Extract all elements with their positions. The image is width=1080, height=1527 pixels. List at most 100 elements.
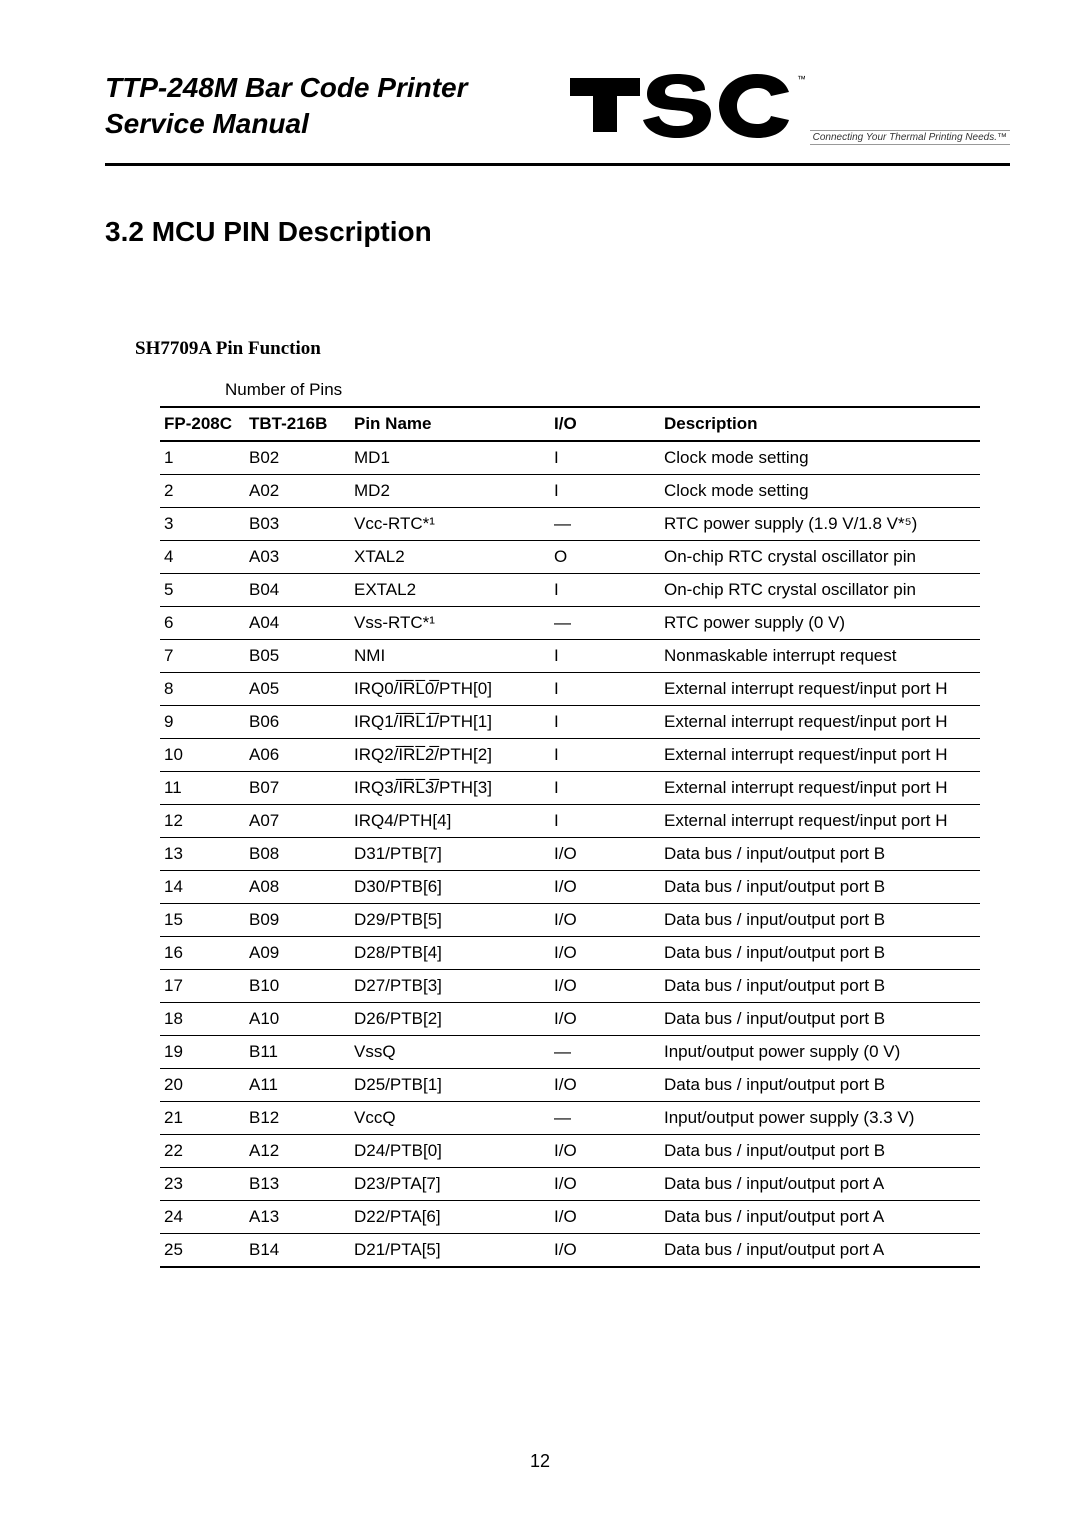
pin-table-wrap: Number of Pins FP-208C TBT-216B Pin Name… bbox=[160, 380, 980, 1268]
cell-fp: 11 bbox=[160, 772, 245, 805]
cell-io: I bbox=[550, 441, 660, 475]
cell-desc: Data bus / input/output port B bbox=[660, 838, 980, 871]
cell-tbt: B07 bbox=[245, 772, 350, 805]
cell-io: I/O bbox=[550, 1201, 660, 1234]
cell-desc: External interrupt request/input port H bbox=[660, 673, 980, 706]
cell-name: IRQ4/PTH[4] bbox=[350, 805, 550, 838]
cell-desc: Data bus / input/output port B bbox=[660, 1069, 980, 1102]
cell-tbt: A13 bbox=[245, 1201, 350, 1234]
cell-desc: Data bus / input/output port A bbox=[660, 1201, 980, 1234]
cell-name: D25/PTB[1] bbox=[350, 1069, 550, 1102]
table-row: 10A06IRQ2/I̅R̅L̅2̅/PTH[2]IExternal inter… bbox=[160, 739, 980, 772]
cell-tbt: B08 bbox=[245, 838, 350, 871]
cell-fp: 1 bbox=[160, 441, 245, 475]
cell-tbt: B09 bbox=[245, 904, 350, 937]
table-row: 23B13D23/PTA[7]I/OData bus / input/outpu… bbox=[160, 1168, 980, 1201]
cell-name: D21/PTA[5] bbox=[350, 1234, 550, 1268]
cell-io: — bbox=[550, 508, 660, 541]
cell-desc: Data bus / input/output port B bbox=[660, 904, 980, 937]
cell-io: I/O bbox=[550, 1234, 660, 1268]
col-header-tbt: TBT-216B bbox=[245, 407, 350, 441]
cell-io: I/O bbox=[550, 1003, 660, 1036]
table-header-row: FP-208C TBT-216B Pin Name I/O Descriptio… bbox=[160, 407, 980, 441]
cell-desc: Data bus / input/output port B bbox=[660, 1135, 980, 1168]
cell-fp: 12 bbox=[160, 805, 245, 838]
table-row: 9B06IRQ1/I̅R̅L̅1̅/PTH[1]IExternal interr… bbox=[160, 706, 980, 739]
cell-io: I/O bbox=[550, 838, 660, 871]
cell-tbt: B02 bbox=[245, 441, 350, 475]
cell-name: IRQ1/I̅R̅L̅1̅/PTH[1] bbox=[350, 706, 550, 739]
cell-fp: 3 bbox=[160, 508, 245, 541]
cell-io: I bbox=[550, 805, 660, 838]
cell-tbt: A07 bbox=[245, 805, 350, 838]
cell-io: — bbox=[550, 1036, 660, 1069]
tsc-logo-icon: ™ bbox=[565, 70, 805, 145]
cell-fp: 10 bbox=[160, 739, 245, 772]
cell-name: D24/PTB[0] bbox=[350, 1135, 550, 1168]
cell-name: XTAL2 bbox=[350, 541, 550, 574]
table-row: 22A12D24/PTB[0]I/OData bus / input/outpu… bbox=[160, 1135, 980, 1168]
table-row: 24A13D22/PTA[6]I/OData bus / input/outpu… bbox=[160, 1201, 980, 1234]
cell-desc: RTC power supply (1.9 V/1.8 V*⁵) bbox=[660, 508, 980, 541]
cell-name: D26/PTB[2] bbox=[350, 1003, 550, 1036]
table-row: 20A11D25/PTB[1]I/OData bus / input/outpu… bbox=[160, 1069, 980, 1102]
cell-tbt: A08 bbox=[245, 871, 350, 904]
cell-fp: 5 bbox=[160, 574, 245, 607]
col-header-name: Pin Name bbox=[350, 407, 550, 441]
table-row: 2A02MD2IClock mode setting bbox=[160, 475, 980, 508]
cell-desc: Clock mode setting bbox=[660, 475, 980, 508]
cell-desc: Data bus / input/output port B bbox=[660, 871, 980, 904]
cell-name: IRQ3/I̅R̅L̅3̅/PTH[3] bbox=[350, 772, 550, 805]
cell-fp: 17 bbox=[160, 970, 245, 1003]
cell-desc: On-chip RTC crystal oscillator pin bbox=[660, 574, 980, 607]
table-row: 13B08D31/PTB[7]I/OData bus / input/outpu… bbox=[160, 838, 980, 871]
cell-desc: Input/output power supply (3.3 V) bbox=[660, 1102, 980, 1135]
cell-fp: 24 bbox=[160, 1201, 245, 1234]
section-name: MCU PIN Description bbox=[152, 216, 432, 247]
doc-title-line1: TTP-248M Bar Code Printer bbox=[105, 70, 468, 106]
cell-fp: 18 bbox=[160, 1003, 245, 1036]
cell-fp: 7 bbox=[160, 640, 245, 673]
table-row: 3B03Vcc-RTC*¹—RTC power supply (1.9 V/1.… bbox=[160, 508, 980, 541]
cell-tbt: B05 bbox=[245, 640, 350, 673]
cell-io: I bbox=[550, 739, 660, 772]
cell-io: I/O bbox=[550, 871, 660, 904]
cell-tbt: A03 bbox=[245, 541, 350, 574]
cell-fp: 15 bbox=[160, 904, 245, 937]
col-header-desc: Description bbox=[660, 407, 980, 441]
logo-tagline: Connecting Your Thermal Printing Needs.™ bbox=[810, 130, 1010, 145]
cell-io: I bbox=[550, 772, 660, 805]
table-row: 5B04EXTAL2IOn-chip RTC crystal oscillato… bbox=[160, 574, 980, 607]
cell-desc: On-chip RTC crystal oscillator pin bbox=[660, 541, 980, 574]
cell-tbt: B06 bbox=[245, 706, 350, 739]
cell-tbt: B11 bbox=[245, 1036, 350, 1069]
page-header: TTP-248M Bar Code Printer Service Manual… bbox=[105, 70, 1010, 163]
cell-name: Vcc-RTC*¹ bbox=[350, 508, 550, 541]
cell-fp: 23 bbox=[160, 1168, 245, 1201]
cell-name: EXTAL2 bbox=[350, 574, 550, 607]
table-row: 19B11VssQ—Input/output power supply (0 V… bbox=[160, 1036, 980, 1069]
table-row: 21B12VccQ—Input/output power supply (3.3… bbox=[160, 1102, 980, 1135]
cell-tbt: B04 bbox=[245, 574, 350, 607]
cell-tbt: A05 bbox=[245, 673, 350, 706]
cell-tbt: A04 bbox=[245, 607, 350, 640]
cell-io: — bbox=[550, 607, 660, 640]
cell-name: D31/PTB[7] bbox=[350, 838, 550, 871]
cell-name: D29/PTB[5] bbox=[350, 904, 550, 937]
table-row: 6A04Vss-RTC*¹—RTC power supply (0 V) bbox=[160, 607, 980, 640]
cell-tbt: A09 bbox=[245, 937, 350, 970]
table-row: 8A05IRQ0/I̅R̅L̅0̅/PTH[0]IExternal interr… bbox=[160, 673, 980, 706]
table-row: 11B07IRQ3/I̅R̅L̅3̅/PTH[3]IExternal inter… bbox=[160, 772, 980, 805]
cell-desc: External interrupt request/input port H bbox=[660, 739, 980, 772]
cell-io: I/O bbox=[550, 1135, 660, 1168]
cell-io: I/O bbox=[550, 970, 660, 1003]
cell-io: — bbox=[550, 1102, 660, 1135]
cell-name: NMI bbox=[350, 640, 550, 673]
cell-io: I bbox=[550, 574, 660, 607]
cell-io: I bbox=[550, 640, 660, 673]
cell-name: MD2 bbox=[350, 475, 550, 508]
doc-title: TTP-248M Bar Code Printer Service Manual bbox=[105, 70, 468, 143]
section-heading: 3.2 MCU PIN Description bbox=[105, 216, 1010, 248]
cell-io: I/O bbox=[550, 1168, 660, 1201]
cell-desc: Data bus / input/output port B bbox=[660, 970, 980, 1003]
